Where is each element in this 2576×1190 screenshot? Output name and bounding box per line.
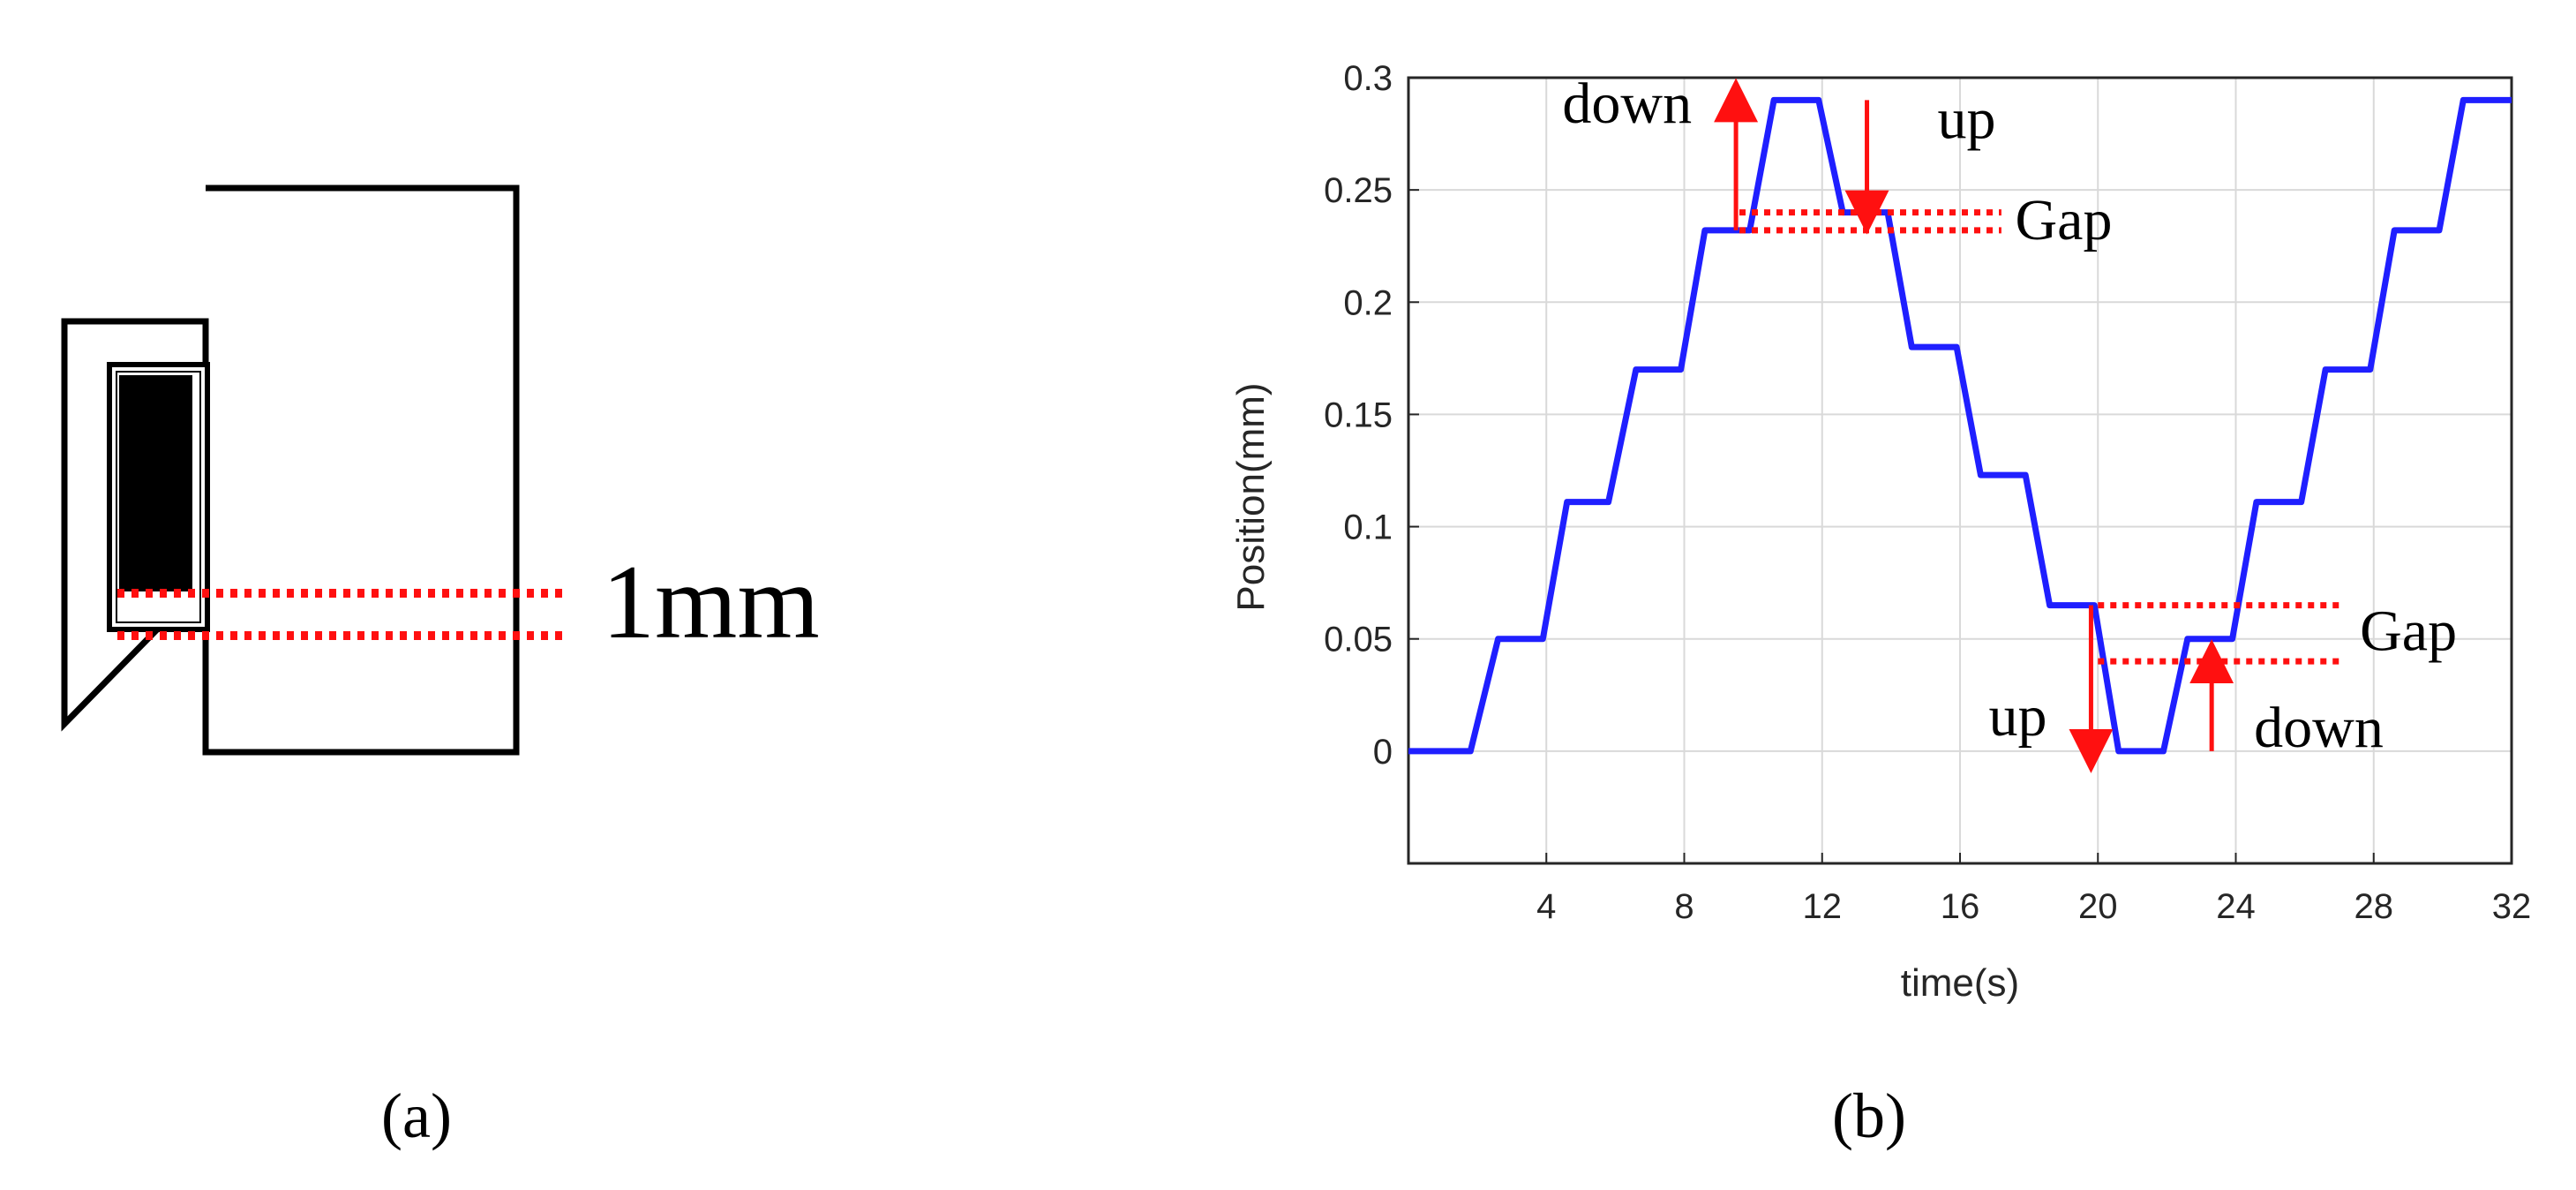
gap-label-lower: Gap (2360, 599, 2457, 663)
x-tick-label: 32 (2492, 887, 2532, 926)
panel-b-chart: 4 8 12 16 20 24 28 32 0 0.05 0.1 0.15 0.2 0.25 0.3 dow… (1229, 59, 2531, 1151)
x-axis-label: time(s) (1901, 961, 2019, 1005)
y-tick-label: 0.1 (1343, 508, 1393, 547)
gap-label-upper: Gap (2016, 188, 2113, 252)
y-axis-label: Position(mm) (1229, 382, 1273, 611)
x-tick-label: 16 (1941, 887, 1980, 926)
tick-layer: 4 8 12 16 20 24 28 32 0 0.05 0.1 0.15 0.2 0.25 0.3 (1324, 59, 2531, 926)
annotation-label-up-upper: up (1938, 87, 1996, 152)
panel-b-caption: (b) (1832, 1081, 1906, 1151)
dimension-label: 1mm (602, 543, 820, 660)
y-tick-label: 0.25 (1324, 171, 1393, 210)
y-tick-label: 0.15 (1324, 395, 1393, 434)
series-layer (1408, 96, 2512, 755)
plot-frame (1407, 76, 2513, 865)
slot-inner-outline (116, 371, 201, 623)
y-tick-label: 0 (1373, 733, 1393, 772)
position-series-line (1408, 96, 2512, 755)
y-tick-label: 0.3 (1343, 59, 1393, 98)
x-tick-label: 12 (1803, 887, 1843, 926)
x-tick-label: 4 (1536, 887, 1556, 926)
grid-layer (1408, 77, 2512, 863)
y-tick-label: 0.05 (1324, 621, 1393, 659)
y-tick-label: 0.2 (1343, 283, 1393, 322)
x-tick-label: 20 (2078, 887, 2118, 926)
annotation-label-down-upper: down (1562, 72, 1692, 136)
x-tick-label: 28 (2354, 887, 2394, 926)
annotation-label-up-lower: up (1988, 684, 2047, 749)
annotation-label-down-lower: down (2254, 696, 2384, 760)
sensor-element (119, 375, 192, 591)
x-tick-label: 8 (1674, 887, 1694, 926)
panel-a-schematic: 1mm (a) (61, 185, 820, 1151)
panel-a-caption: (a) (381, 1081, 452, 1151)
x-tick-label: 24 (2216, 887, 2256, 926)
